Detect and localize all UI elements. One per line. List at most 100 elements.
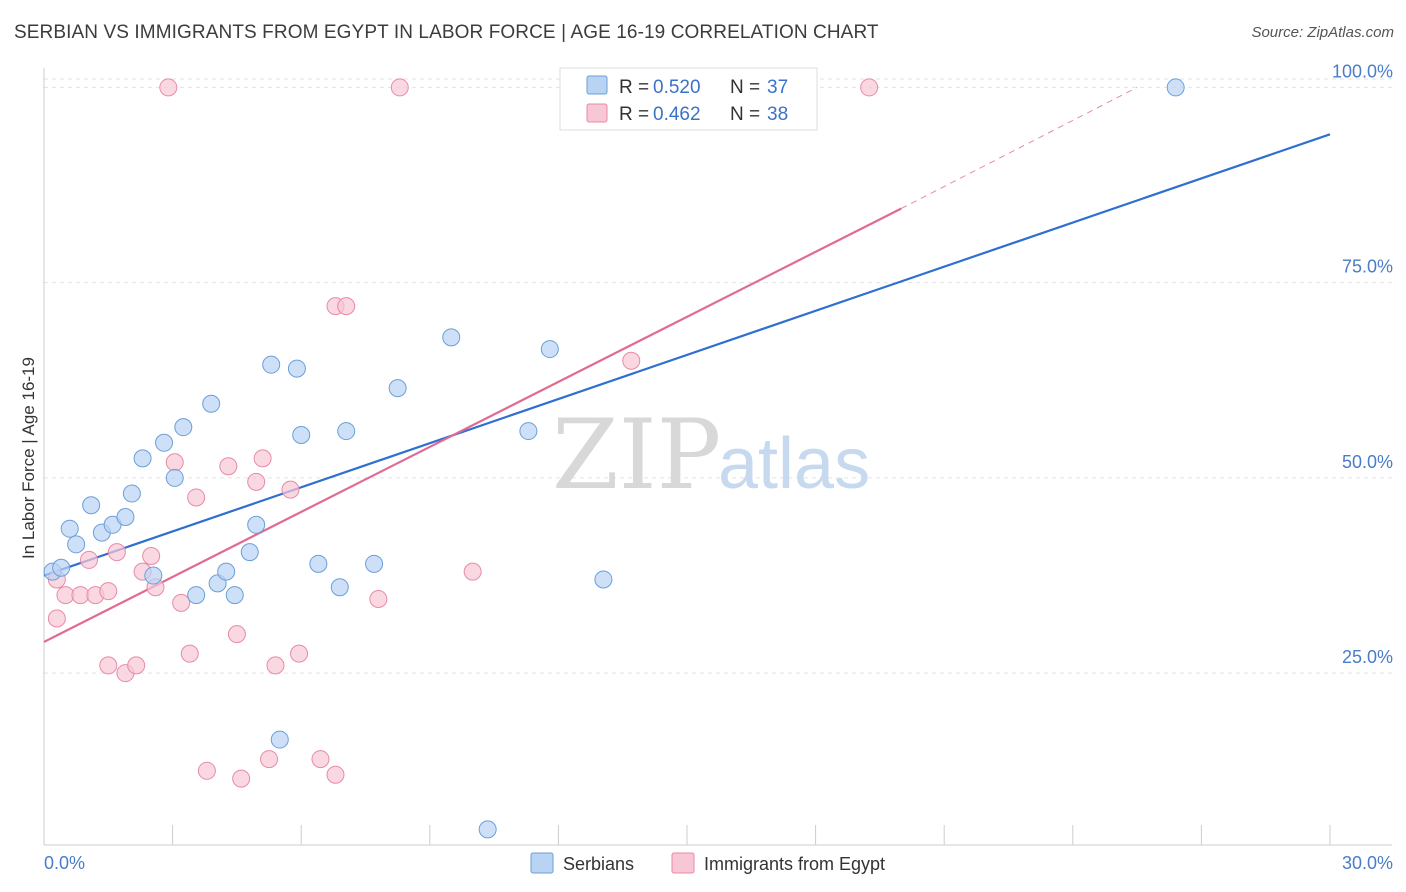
legend-r-value-egypt: 0.462 (653, 104, 701, 125)
y-tick-label: 75.0% (1342, 257, 1393, 277)
point-egypt (253, 449, 272, 468)
point-serbians (1166, 78, 1185, 97)
correlation-legend: R = 0.520 N = 37 R = 0.462 N = 38 (559, 67, 818, 131)
y-axis-title: In Labor Force | Age 16-19 (19, 357, 38, 559)
point-egypt (71, 586, 90, 605)
legend-r-label-serbians: R = (619, 77, 649, 98)
y-tick-label: 50.0% (1342, 452, 1393, 472)
legend-swatch-serbians (586, 75, 608, 95)
bottom-legend-swatch-serbians (530, 852, 554, 874)
chart-title: SERBIAN VS IMMIGRANTS FROM EGYPT IN LABO… (14, 22, 879, 43)
point-egypt (622, 351, 641, 370)
y-tick-label: 100.0% (1332, 61, 1393, 81)
point-egypt (159, 78, 178, 97)
point-serbians (52, 558, 71, 577)
legend-n-value-serbians: 37 (767, 77, 788, 98)
point-egypt (197, 761, 216, 780)
point-egypt (463, 562, 482, 581)
point-serbians (82, 496, 101, 515)
point-egypt (232, 769, 251, 788)
point-egypt (107, 543, 126, 562)
watermark-zip: ZIP (552, 399, 721, 511)
data-points (43, 78, 1185, 839)
point-egypt (219, 457, 238, 476)
series-legend: Serbians Immigrants from Egypt (530, 852, 885, 874)
point-serbians (144, 566, 163, 585)
point-serbians (165, 468, 184, 487)
point-egypt (369, 589, 388, 608)
point-serbians (287, 359, 306, 378)
point-egypt (290, 644, 309, 663)
point-egypt (390, 78, 409, 97)
point-serbians (187, 586, 206, 605)
trend-line-serbians (43, 133, 1331, 577)
trend-line-egypt (43, 207, 902, 643)
point-serbians (270, 730, 289, 749)
x-tick-label-max: 30.0% (1342, 853, 1393, 873)
point-egypt (326, 765, 345, 784)
point-serbians (247, 515, 266, 534)
point-serbians (133, 449, 152, 468)
legend-n-value-egypt: 38 (767, 104, 788, 125)
point-serbians (478, 820, 497, 839)
point-egypt (311, 750, 330, 769)
point-serbians (174, 418, 193, 437)
point-serbians (309, 554, 328, 573)
point-egypt (227, 625, 246, 644)
point-egypt (281, 480, 300, 499)
point-serbians (388, 379, 407, 398)
legend-r-value-serbians: 0.520 (653, 77, 701, 98)
watermark-atlas: atlas (718, 424, 870, 504)
source-credit: Source: ZipAtlas.com (1251, 24, 1394, 41)
axes (43, 68, 1392, 846)
point-egypt (80, 550, 99, 569)
point-egypt (99, 656, 118, 675)
point-serbians (519, 422, 538, 441)
point-serbians (442, 328, 461, 347)
bottom-legend-label-egypt: Immigrants from Egypt (704, 854, 885, 874)
point-serbians (122, 484, 141, 503)
point-serbians (292, 425, 311, 444)
point-egypt (860, 78, 879, 97)
point-egypt (99, 582, 118, 601)
point-egypt (165, 453, 184, 472)
point-serbians (217, 562, 236, 581)
point-serbians (225, 586, 244, 605)
point-serbians (202, 394, 221, 413)
trend-line-egypt-extension (901, 86, 1138, 209)
point-serbians (116, 507, 135, 526)
point-serbians (594, 570, 613, 589)
point-egypt (172, 593, 191, 612)
point-egypt (127, 656, 146, 675)
point-serbians (365, 554, 384, 573)
point-egypt (266, 656, 285, 675)
gridlines (44, 78, 1392, 674)
point-egypt (337, 297, 356, 316)
legend-swatch-egypt (586, 103, 608, 123)
point-serbians (60, 519, 79, 538)
point-serbians (330, 578, 349, 597)
point-serbians (155, 433, 174, 452)
bottom-legend-swatch-egypt (671, 852, 695, 874)
point-serbians (337, 422, 356, 441)
point-serbians (262, 355, 281, 374)
legend-r-label-egypt: R = (619, 104, 649, 125)
point-serbians (67, 535, 86, 554)
y-tick-labels: 25.0% 50.0% 75.0% 100.0% (1332, 61, 1393, 667)
legend-n-label-egypt: N = (730, 104, 760, 125)
point-egypt (247, 472, 266, 491)
point-serbians (540, 340, 559, 359)
point-egypt (56, 586, 75, 605)
point-egypt (142, 547, 161, 566)
point-serbians (240, 543, 259, 562)
point-egypt (187, 488, 206, 507)
point-egypt (180, 644, 199, 663)
bottom-legend-label-serbians: Serbians (563, 854, 634, 874)
trend-lines (43, 86, 1331, 643)
y-tick-label: 25.0% (1342, 647, 1393, 667)
point-egypt (260, 750, 279, 769)
point-egypt (47, 609, 66, 628)
legend-n-label-serbians: N = (730, 77, 760, 98)
x-tick-label-min: 0.0% (44, 853, 85, 873)
